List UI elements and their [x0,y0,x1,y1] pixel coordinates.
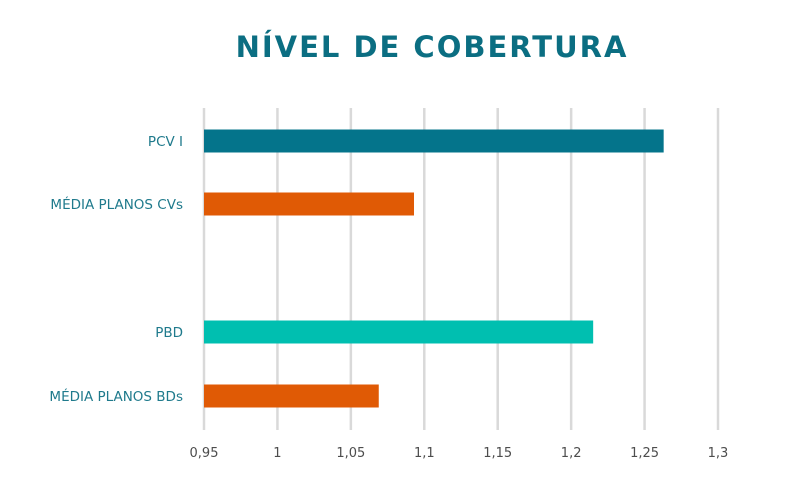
x-tick-label: 1,3 [708,446,729,461]
category-labels: PCV I MÉDIA PLANOS CVs PBD MÉDIA PLANOS BDs [49,134,183,405]
gridlines [202,108,720,430]
chart-title: NÍVEL DE COBERTURA [235,30,629,64]
category-label: MÉDIA PLANOS BDs [49,388,183,405]
x-tick-label: 1 [273,446,281,461]
x-tick-label: 1,05 [336,446,365,461]
x-axis-tick-labels: 0,95 1 1,05 1,1 1,15 1,2 1,25 1,3 [190,446,729,461]
x-tick-label: 0,95 [190,446,219,461]
x-tick-label: 1,2 [561,446,582,461]
x-tick-label: 1,1 [414,446,435,461]
category-label: PBD [155,325,183,341]
bars [204,129,664,408]
bar [204,192,415,216]
bar [204,384,379,408]
bar [204,320,594,344]
category-label: PCV I [148,134,183,150]
x-tick-label: 1,25 [630,446,659,461]
x-tick-label: 1,15 [483,446,512,461]
bar [204,129,664,153]
category-label: MÉDIA PLANOS CVs [50,196,183,213]
